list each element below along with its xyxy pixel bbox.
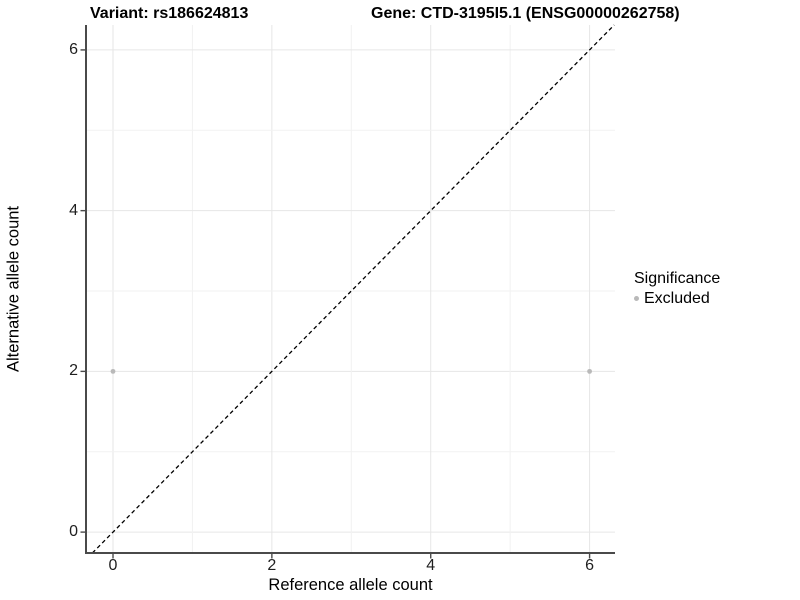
- y-axis-title: Alternative allele count: [4, 205, 23, 373]
- legend-title: Significance: [634, 270, 721, 287]
- y-tick-label: 0: [69, 523, 78, 541]
- plot-title-variant: Variant: rs186624813: [90, 5, 249, 22]
- data-point: [587, 368, 592, 374]
- plot-title-gene: Gene: CTD-3195I5.1 (ENSG00000262758): [371, 5, 680, 22]
- data-point: [110, 368, 116, 374]
- legend-item-excluded: Excluded: [634, 289, 720, 308]
- legend-point-icon: [634, 296, 639, 301]
- legend-item-label: Excluded: [644, 290, 710, 307]
- y-tick-label: 6: [69, 40, 78, 58]
- y-tick-label: 4: [69, 201, 78, 219]
- x-tick-label: 4: [426, 557, 436, 574]
- identity-dashed-line: [91, 24, 615, 554]
- x-tick-label: 6: [585, 557, 595, 574]
- x-axis-title: Reference allele count: [268, 576, 433, 594]
- legend: Significance Excluded: [634, 269, 720, 308]
- x-tick-label: 0: [108, 557, 118, 574]
- y-tick-label: 2: [69, 362, 78, 380]
- x-tick-label: 2: [267, 557, 277, 574]
